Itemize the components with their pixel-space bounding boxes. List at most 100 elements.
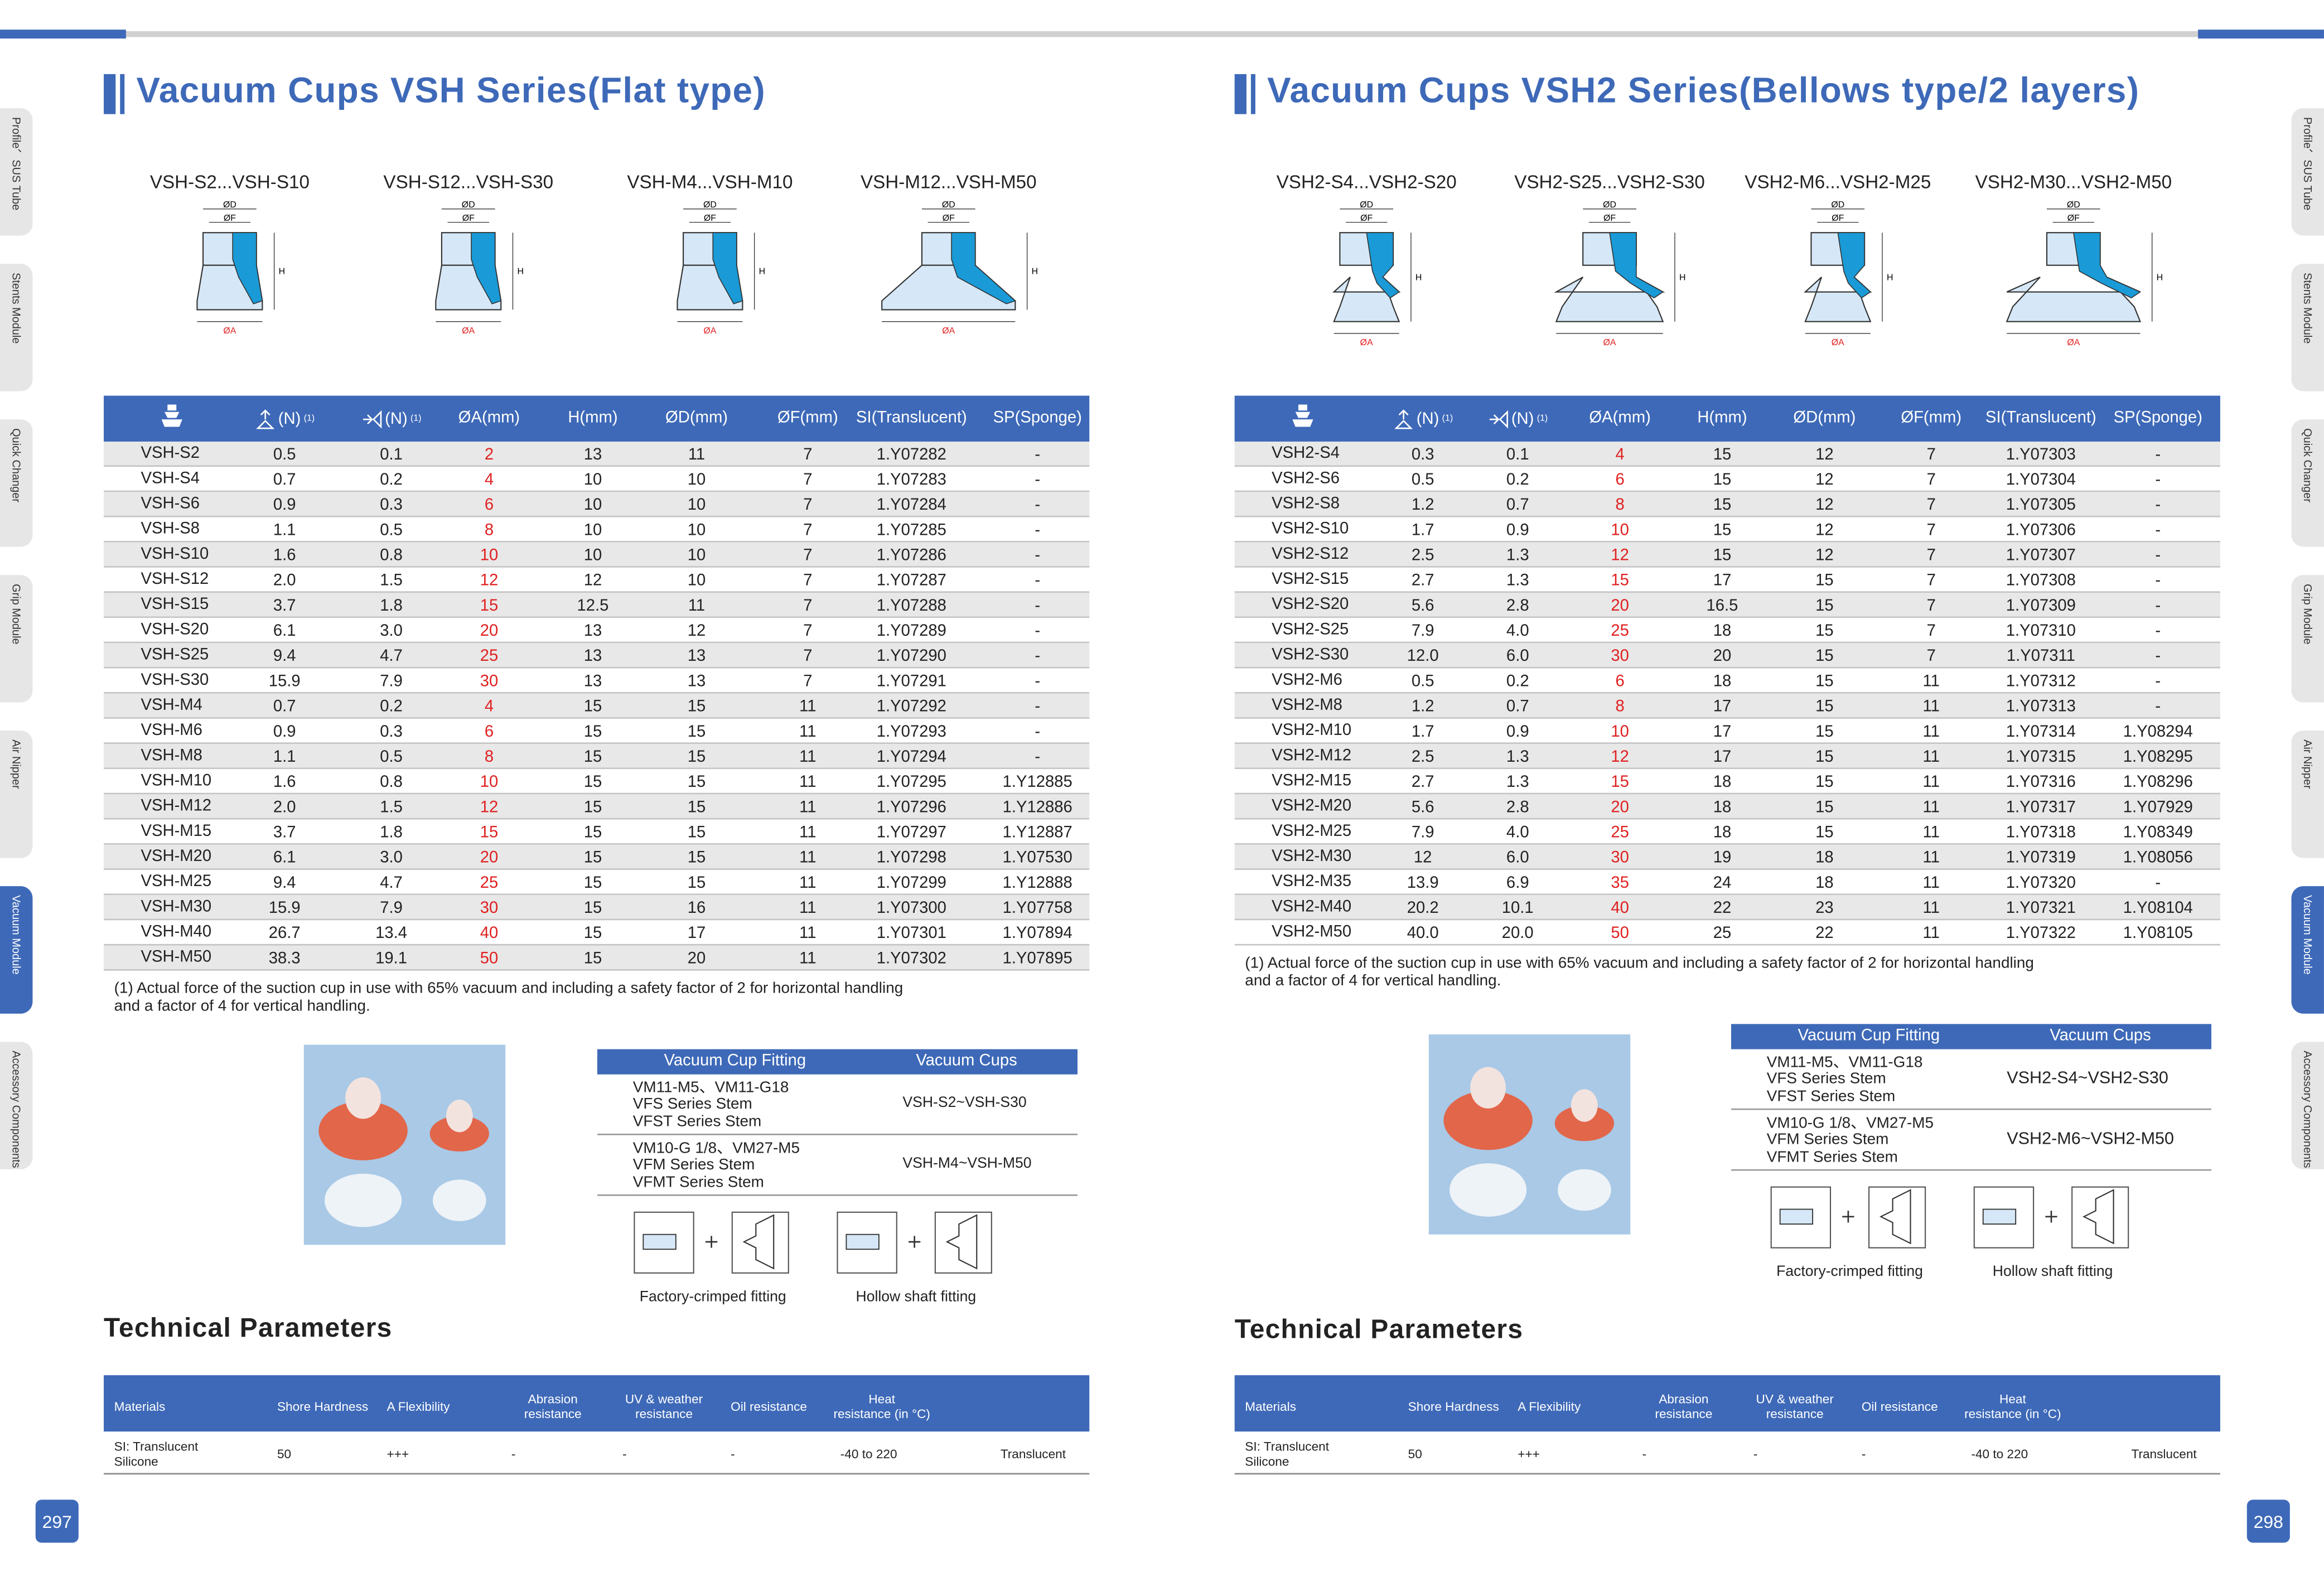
- cell: 15: [1815, 673, 1834, 691]
- cell: 11: [688, 597, 706, 615]
- cell: 1.Y07318: [2006, 824, 2076, 842]
- fitting-header-cell: Vacuum Cups: [2050, 1027, 2151, 1045]
- tech-cell-line: Silicone: [114, 1453, 158, 1468]
- tech-header-line: UV & weather: [625, 1391, 703, 1406]
- cell: 15: [687, 698, 706, 716]
- diagram-caption: VSH2-S4...VSH2-S20: [1276, 172, 1457, 193]
- dim-label: ØD: [942, 200, 955, 210]
- cell: 1.8: [380, 824, 403, 842]
- cell: 12: [687, 622, 706, 641]
- diagram-caption: VSH-S2...VSH-S10: [149, 172, 310, 193]
- cell: 1.Y07319: [2006, 849, 2076, 867]
- cell: 10: [583, 496, 602, 515]
- cell: VSH-S15: [141, 596, 209, 614]
- cell: 1.Y12886: [1002, 799, 1072, 817]
- cell: VSH-S4: [141, 470, 200, 488]
- fitting-header-cell: Vacuum Cups: [916, 1052, 1017, 1070]
- cell: -: [2155, 673, 2161, 691]
- side-tab: Stents Module: [2291, 264, 2324, 391]
- cell: 0.8: [380, 773, 403, 792]
- cell: 25: [1713, 925, 1732, 943]
- fitting-cups: VSH2-M6~VSH2-M50: [2007, 1130, 2175, 1149]
- tech-header: [104, 1375, 1090, 1432]
- cell: VSH2-S6: [1272, 470, 1340, 488]
- dim-label: H: [1032, 267, 1038, 277]
- cell: -: [2155, 446, 2161, 464]
- cell: 5.6: [1411, 799, 1434, 817]
- cell: 2.0: [273, 572, 296, 590]
- cell: 10: [480, 773, 499, 792]
- cell: 4.7: [380, 647, 403, 666]
- cell: 38.3: [268, 950, 301, 968]
- cell: 15: [1815, 748, 1834, 766]
- cell: 11: [1922, 673, 1940, 691]
- table-row: [104, 819, 1090, 845]
- cell: 22: [1815, 925, 1834, 943]
- cell: 11: [799, 824, 816, 842]
- tech-header-line: resistance (in °C): [833, 1406, 930, 1421]
- cell: 18: [1713, 824, 1732, 842]
- cell: 15: [1713, 521, 1732, 540]
- dim-label: ØD: [703, 200, 717, 210]
- side-tab: Accessory Components: [2291, 1042, 2324, 1169]
- dim-label: H: [1679, 273, 1686, 282]
- header-cell: (N) (1): [332, 406, 451, 433]
- table-row: [1234, 593, 2220, 618]
- side-tab-label: Profile、SUS Tube: [2301, 117, 2315, 211]
- cell: 1.Y07290: [876, 647, 946, 666]
- side-tab-label: Quick Changer: [9, 428, 23, 502]
- cell: 15: [1611, 773, 1629, 792]
- cell: VSH-M12: [141, 797, 212, 815]
- cell: 1.Y07322: [2006, 925, 2076, 943]
- cell: 6: [484, 496, 494, 515]
- icon-caption: Hollow shaft fitting: [856, 1289, 977, 1306]
- cell: 30: [1611, 849, 1629, 867]
- cell: 1.Y08056: [2123, 849, 2193, 867]
- cell: 2.7: [1411, 572, 1434, 590]
- cell: 7: [1926, 521, 1936, 540]
- tech-cell: -: [1642, 1434, 1805, 1471]
- cup-photo: [318, 1101, 408, 1160]
- cell: 17: [1713, 572, 1732, 590]
- cell: VSH2-M6: [1272, 671, 1342, 689]
- cell: 3.7: [273, 597, 296, 615]
- table-row: [1234, 869, 2220, 896]
- cell: VSH2-M12: [1272, 747, 1352, 765]
- dim-label: ØF: [224, 214, 236, 223]
- cell: 11: [1922, 748, 1940, 766]
- cell: 1.Y07309: [2006, 597, 2076, 615]
- cell: 12: [1815, 446, 1834, 464]
- cell: 20: [1611, 799, 1629, 817]
- header-cell: SI(Translucent): [1985, 409, 2096, 427]
- fitting-row: [597, 1075, 1078, 1135]
- fitting-icon: [1973, 1186, 2129, 1249]
- side-tab: Profile、SUS Tube: [0, 108, 33, 236]
- cell: 18: [1713, 799, 1732, 817]
- cell: 11: [1922, 899, 1940, 917]
- cell: 15: [1713, 471, 1732, 489]
- tech-header-line: resistance: [635, 1406, 693, 1421]
- dim-label: ØA: [703, 326, 716, 336]
- table-row: [1234, 517, 2220, 543]
- tech-header-cell: Materials: [1245, 1386, 1378, 1427]
- cell: -: [2155, 471, 2161, 489]
- cell: 11: [688, 446, 706, 464]
- cell: 4: [484, 698, 494, 716]
- dim-label: ØF: [1360, 214, 1373, 223]
- cell: -: [1035, 723, 1041, 741]
- fitting-name: VFMT Series Stem: [1766, 1149, 1898, 1167]
- table-row: [1234, 844, 2220, 870]
- cell: -: [1035, 622, 1041, 641]
- tech-header-line: A Flexibility: [1518, 1399, 1581, 1414]
- diagram-caption: VSH-M4...VSH-M10: [627, 172, 793, 193]
- cup-section: [471, 232, 502, 304]
- cell: 10: [687, 496, 706, 515]
- cell: 1.Y07303: [2006, 446, 2076, 464]
- table-row: [104, 718, 1090, 744]
- cell: 1.Y08349: [2123, 824, 2193, 842]
- cell: 2.7: [1411, 773, 1434, 792]
- cell: 1.Y07297: [876, 824, 946, 842]
- cell: 1.2: [1411, 496, 1434, 515]
- cell: VSH2-M15: [1272, 772, 1352, 790]
